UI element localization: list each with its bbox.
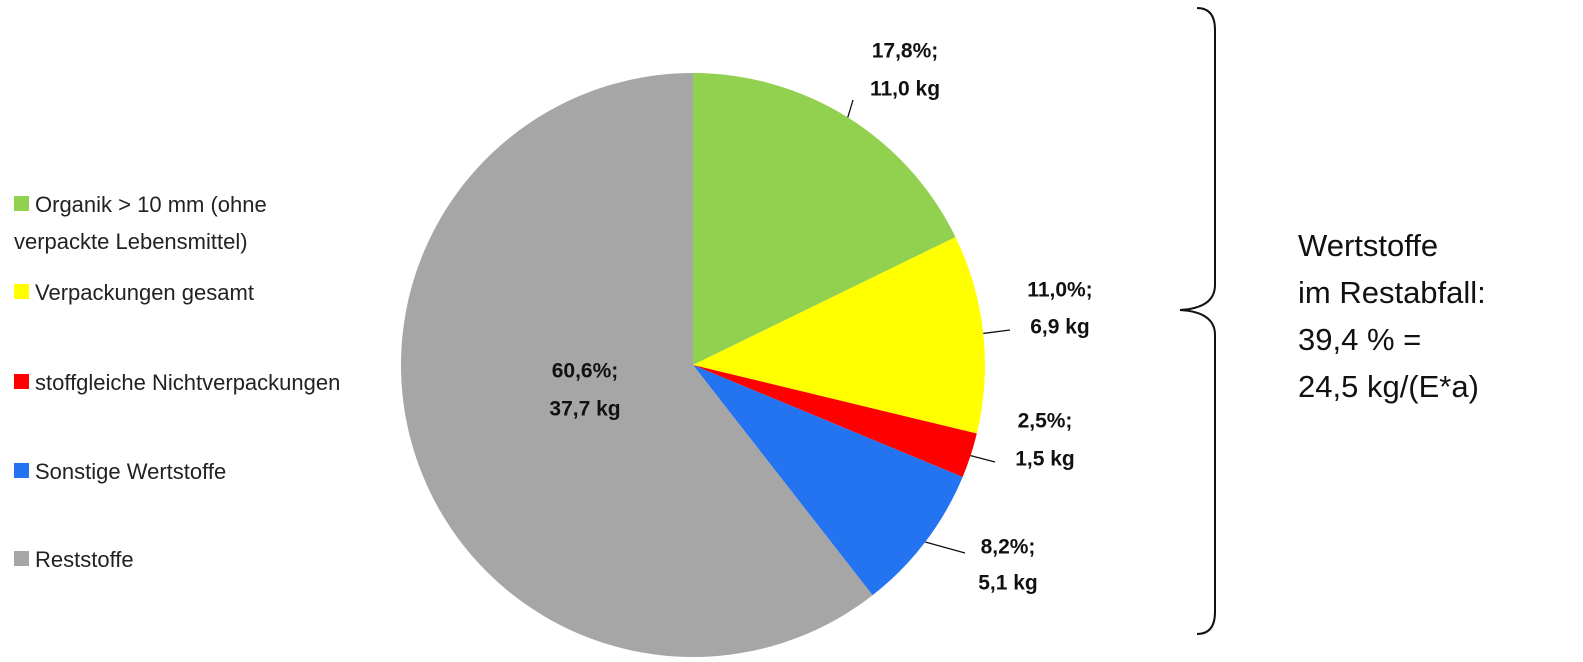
annotation-line: 24,5 kg/(E*a) bbox=[1298, 369, 1479, 404]
legend-item: Verpackungen gesamt bbox=[14, 274, 364, 311]
data-label: 11,0 kg bbox=[870, 78, 940, 101]
legend-label: Organik > 10 mm (ohne verpackte Lebensmi… bbox=[14, 192, 267, 254]
legend-item: stoffgleiche Nichtverpackungen bbox=[14, 364, 364, 401]
data-label: 5,1 kg bbox=[978, 572, 1038, 595]
annotation-line: 39,4 % = bbox=[1298, 322, 1422, 357]
legend-swatch bbox=[14, 551, 29, 566]
data-label: 60,6%; bbox=[552, 360, 619, 383]
leader-line bbox=[847, 99, 854, 118]
pie-slice bbox=[693, 365, 963, 596]
legend-swatch bbox=[14, 463, 29, 478]
bracket bbox=[1179, 7, 1216, 635]
pie-slice bbox=[693, 365, 977, 478]
leader-line bbox=[925, 541, 966, 554]
annotation-line: Wertstoffe bbox=[1298, 228, 1439, 263]
annotation-line: im Restabfall: bbox=[1298, 275, 1486, 310]
data-label: 37,7 kg bbox=[549, 398, 620, 421]
pie-slice bbox=[693, 237, 985, 434]
leader-line bbox=[983, 329, 1011, 335]
data-label: 2,5%; bbox=[1018, 410, 1073, 433]
data-label: 6,9 kg bbox=[1030, 316, 1090, 339]
pie-slice bbox=[693, 73, 956, 365]
data-label: 8,2%; bbox=[981, 536, 1036, 559]
legend-label: Reststoffe bbox=[35, 547, 134, 572]
legend-label: stoffgleiche Nichtverpackungen bbox=[35, 370, 341, 395]
legend-item: Organik > 10 mm (ohne verpackte Lebensmi… bbox=[14, 186, 364, 260]
data-label: 17,8%; bbox=[872, 40, 939, 63]
legend-label: Verpackungen gesamt bbox=[35, 280, 254, 305]
legend-swatch bbox=[14, 196, 29, 211]
legend-swatch bbox=[14, 284, 29, 299]
data-label: 1,5 kg bbox=[1015, 448, 1075, 471]
legend-item: Reststoffe bbox=[14, 541, 364, 578]
legend-item: Sonstige Wertstoffe bbox=[14, 453, 364, 490]
pie-slice bbox=[401, 73, 873, 657]
legend-swatch bbox=[14, 374, 29, 389]
leader-line bbox=[970, 454, 996, 463]
annotation: Wertstoffe im Restabfall: 39,4 % = 24,5 kg/… bbox=[1298, 222, 1486, 410]
data-label: 11,0%; bbox=[1027, 279, 1092, 302]
legend-label: Sonstige Wertstoffe bbox=[35, 459, 227, 484]
